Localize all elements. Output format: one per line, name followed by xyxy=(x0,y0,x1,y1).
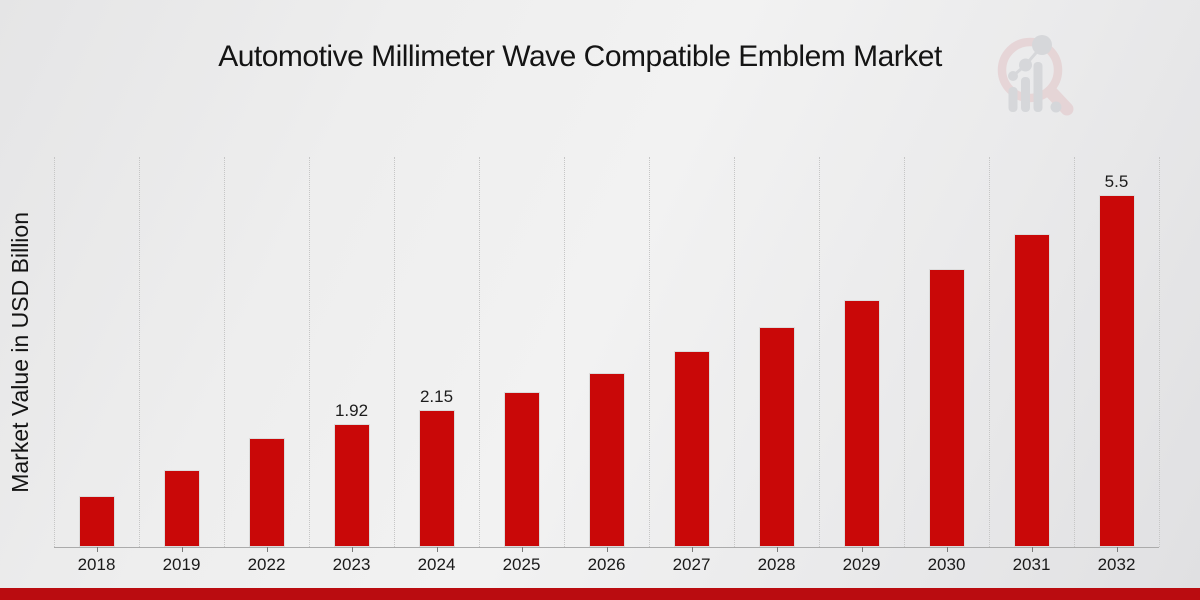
gridline xyxy=(649,157,650,547)
footer-accent-bar xyxy=(0,588,1200,600)
gridline xyxy=(989,157,990,547)
x-tick-label-2027: 2027 xyxy=(672,555,711,574)
gridline xyxy=(564,157,565,547)
x-axis-tick xyxy=(521,547,523,552)
gridline xyxy=(309,157,310,547)
bar-2030 xyxy=(928,269,965,547)
gridline xyxy=(224,157,225,547)
bar-value-label-2032: 5.5 xyxy=(1104,172,1129,191)
x-tick-label-2018: 2018 xyxy=(77,555,116,574)
x-axis-tick xyxy=(1116,547,1118,552)
magnifier-icon xyxy=(997,35,1074,116)
x-axis-tick xyxy=(351,547,353,552)
y-axis-label: Market Value in USD Billion xyxy=(6,211,33,493)
x-axis-tick xyxy=(691,547,693,552)
y-axis-label-container: Market Value in USD Billion xyxy=(2,157,38,547)
bar-2025 xyxy=(503,392,540,547)
bar-2026 xyxy=(588,373,625,547)
gridline xyxy=(1074,157,1075,547)
x-tick-label-2022: 2022 xyxy=(247,555,286,574)
market-research-logo-icon xyxy=(997,35,1074,116)
chart-title: Automotive Millimeter Wave Compatible Em… xyxy=(218,40,942,73)
bar-2027 xyxy=(673,351,710,547)
bar-value-label-2023: 1.92 xyxy=(334,401,369,420)
plot-area: 2018 2019 2022 2023 1.92 2024 2.15 2025 2026 2027… xyxy=(54,157,1160,574)
x-tick-label-2024: 2024 xyxy=(417,555,456,574)
x-tick-label-2032: 2032 xyxy=(1097,555,1136,574)
bar-2029 xyxy=(843,300,880,547)
gridline xyxy=(394,157,395,547)
x-axis-tick xyxy=(946,547,948,552)
bar-2032 xyxy=(1098,195,1135,547)
bar-2023 xyxy=(333,424,370,547)
gridline xyxy=(1159,157,1160,547)
bar-value-label-2024: 2.15 xyxy=(419,387,454,406)
gridline xyxy=(734,157,735,547)
x-axis-tick xyxy=(606,547,608,552)
bar-2031 xyxy=(1013,234,1050,547)
x-axis-tick xyxy=(181,547,183,552)
x-tick-label-2029: 2029 xyxy=(842,555,881,574)
x-axis-tick xyxy=(1031,547,1033,552)
gridline xyxy=(479,157,480,547)
gridline xyxy=(139,157,140,547)
x-axis-tick xyxy=(266,547,268,552)
x-axis-tick xyxy=(96,547,98,552)
x-tick-label-2023: 2023 xyxy=(332,555,371,574)
x-tick-label-2031: 2031 xyxy=(1012,555,1051,574)
x-tick-label-2028: 2028 xyxy=(757,555,796,574)
x-axis-tick xyxy=(436,547,438,552)
gridline xyxy=(54,157,55,547)
bar-2018 xyxy=(78,496,115,547)
x-axis-tick xyxy=(776,547,778,552)
bar-2028 xyxy=(758,327,795,547)
x-tick-label-2030: 2030 xyxy=(927,555,966,574)
x-tick-label-2026: 2026 xyxy=(587,555,626,574)
bar-2022 xyxy=(248,438,285,547)
gridline xyxy=(904,157,905,547)
bar-2024 xyxy=(418,410,455,547)
x-tick-label-2019: 2019 xyxy=(162,555,201,574)
gridline xyxy=(819,157,820,547)
bar-2019 xyxy=(163,470,200,547)
x-axis-tick xyxy=(861,547,863,552)
x-tick-label-2025: 2025 xyxy=(502,555,541,574)
